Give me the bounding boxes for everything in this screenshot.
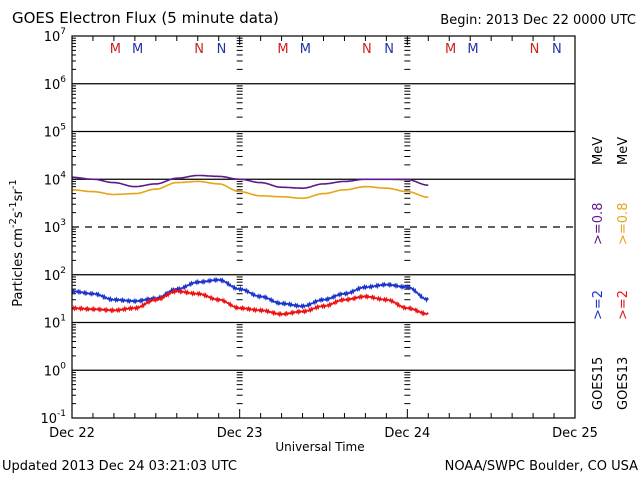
legend-entry: >=0.8 bbox=[616, 203, 631, 245]
marker-n: N bbox=[217, 42, 227, 57]
marker-m: M bbox=[300, 42, 311, 57]
series-goes15-0-8-mev bbox=[72, 174, 429, 189]
legend: GOES15 >=2 >=0.8 MeV GOES13 >=2 >=0.8 MeV bbox=[591, 137, 631, 410]
y-tick-label: 105 bbox=[44, 123, 66, 141]
x-tick-label: Dec 23 bbox=[217, 426, 263, 441]
begin-time: Begin: 2013 Dec 22 0000 UTC bbox=[440, 13, 636, 28]
marker-m: M bbox=[277, 42, 288, 57]
legend-entry: >=2 bbox=[591, 290, 606, 320]
marker-n: N bbox=[362, 42, 372, 57]
x-tick-label: Dec 24 bbox=[384, 426, 430, 441]
x-tick-label: Dec 22 bbox=[49, 426, 95, 441]
y-tick-label: 103 bbox=[44, 218, 66, 236]
series-goes13-2-mev bbox=[71, 288, 429, 318]
y-tick-label: 104 bbox=[44, 170, 67, 188]
marker-m: M bbox=[467, 42, 478, 57]
legend-entry: MeV bbox=[591, 137, 606, 165]
gridlines bbox=[72, 83, 575, 371]
marker-m: M bbox=[445, 42, 456, 57]
marker-n: N bbox=[384, 42, 394, 57]
y-tick-label: 106 bbox=[44, 75, 67, 93]
marker-n: N bbox=[530, 42, 540, 57]
y-tick-label: 10-1 bbox=[40, 409, 66, 427]
y-tick-labels: 107 106 105 104 103 102 101 100 10-1 bbox=[40, 27, 66, 427]
x-tick-label: Dec 25 bbox=[552, 426, 598, 441]
y-tick-label: 101 bbox=[44, 314, 66, 332]
x-tick-labels: Dec 22 Dec 23 Dec 24 Dec 25 bbox=[49, 426, 598, 441]
y-tick-label: 107 bbox=[44, 27, 66, 45]
series-goes15-2-mev bbox=[71, 276, 429, 310]
data-series bbox=[71, 174, 429, 318]
legend-entry: >=2 bbox=[616, 290, 631, 320]
updated-timestamp: Updated 2013 Dec 24 03:21:03 UTC bbox=[2, 459, 237, 474]
legend-entry: GOES15 bbox=[591, 357, 606, 410]
marker-m: M bbox=[132, 42, 143, 57]
series-goes13-0-8-mev bbox=[71, 180, 429, 200]
y-tick-label: 102 bbox=[44, 266, 66, 284]
credit-text: NOAA/SWPC Boulder, CO USA bbox=[444, 459, 638, 474]
legend-entry: MeV bbox=[616, 137, 631, 165]
y-axis-label: Particles cm-2s-1sr-1 bbox=[8, 179, 26, 307]
legend-entry: GOES13 bbox=[616, 357, 631, 410]
marker-m: M bbox=[110, 42, 121, 57]
marker-n: N bbox=[194, 42, 204, 57]
plot-frame bbox=[71, 35, 576, 419]
y-tick-label: 100 bbox=[44, 361, 67, 379]
chart-title: GOES Electron Flux (5 minute data) bbox=[12, 9, 279, 27]
x-axis-label: Universal Time bbox=[275, 440, 365, 454]
marker-n: N bbox=[552, 42, 562, 57]
legend-entry: >=0.8 bbox=[591, 203, 606, 245]
